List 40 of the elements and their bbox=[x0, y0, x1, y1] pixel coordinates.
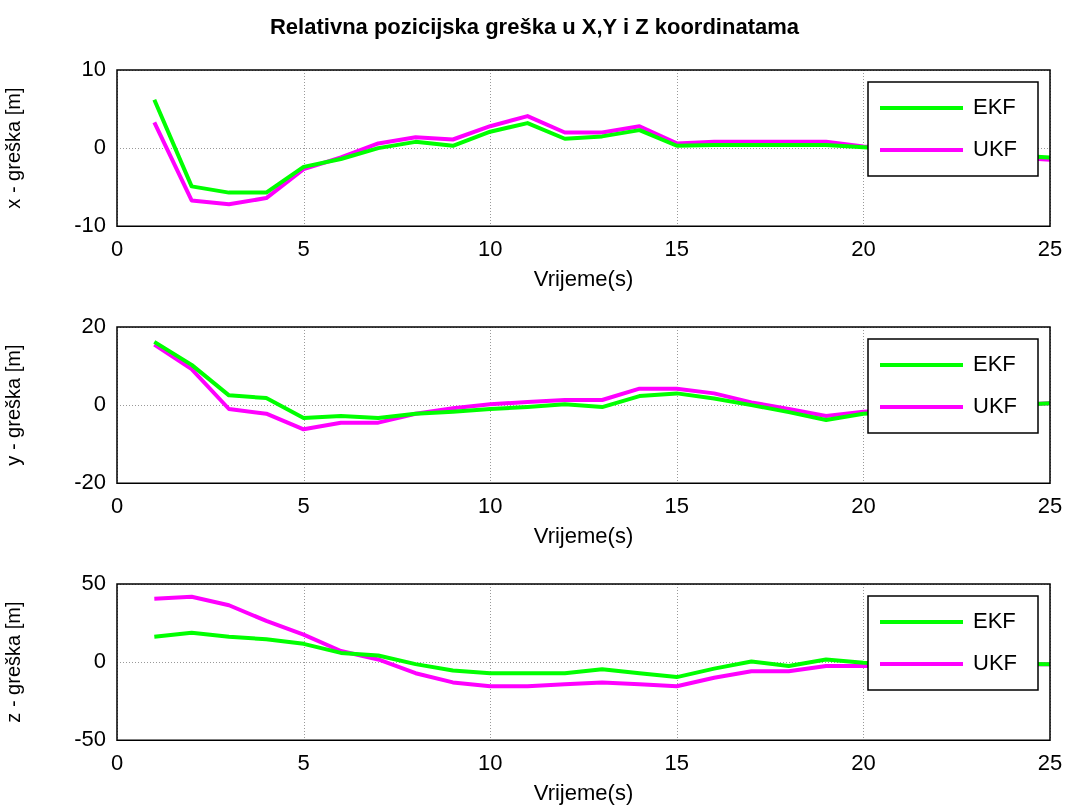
x-axis-title: Vrijeme(s) bbox=[533, 265, 634, 291]
legend-label: EKF bbox=[973, 351, 1016, 377]
x-tick-label: 15 bbox=[664, 493, 690, 519]
x-tick-label: 25 bbox=[1037, 750, 1063, 776]
x-tick-label: 15 bbox=[664, 236, 690, 262]
x-tick-label: 0 bbox=[110, 493, 124, 519]
y-axis-title: x - greška [m] bbox=[1, 87, 24, 209]
y-tick-label: 0 bbox=[93, 648, 106, 674]
x-tick-label: 5 bbox=[297, 493, 310, 519]
x-tick-label: 10 bbox=[477, 493, 503, 519]
x-tick-label: 0 bbox=[110, 750, 124, 776]
x-axis-title: Vrijeme(s) bbox=[533, 522, 634, 548]
y-tick-label: -50 bbox=[74, 726, 106, 752]
y-tick-label: 0 bbox=[93, 134, 106, 160]
legend-label: UKF bbox=[973, 650, 1017, 676]
y-tick-label: 0 bbox=[93, 391, 106, 417]
x-tick-label: 15 bbox=[664, 750, 690, 776]
legend-label: UKF bbox=[973, 393, 1017, 419]
legend-label: UKF bbox=[973, 136, 1017, 162]
x-tick-label: 5 bbox=[297, 750, 310, 776]
x-tick-label: 10 bbox=[477, 750, 503, 776]
y-axis-title: z - greška [m] bbox=[1, 601, 24, 723]
x-tick-label: 20 bbox=[851, 493, 876, 519]
x-tick-label: 10 bbox=[477, 236, 503, 262]
y-tick-label: -10 bbox=[74, 212, 106, 238]
legend-label: EKF bbox=[973, 94, 1016, 120]
y-tick-label: 50 bbox=[81, 570, 106, 596]
y-axis-title: y - greška [m] bbox=[1, 344, 24, 466]
legend-label: EKF bbox=[973, 608, 1016, 634]
y-tick-label: 10 bbox=[81, 56, 106, 82]
x-tick-label: 0 bbox=[110, 236, 124, 262]
x-tick-label: 20 bbox=[851, 236, 876, 262]
y-tick-label: 20 bbox=[81, 313, 106, 339]
x-axis-title: Vrijeme(s) bbox=[533, 779, 634, 805]
x-tick-label: 25 bbox=[1037, 493, 1063, 519]
x-tick-label: 20 bbox=[851, 750, 876, 776]
chart-title: Relativna pozicijska greška u X,Y i Z koordinatama bbox=[269, 14, 800, 40]
x-tick-label: 5 bbox=[297, 236, 310, 262]
y-tick-label: -20 bbox=[74, 469, 106, 495]
x-tick-label: 25 bbox=[1037, 236, 1063, 262]
